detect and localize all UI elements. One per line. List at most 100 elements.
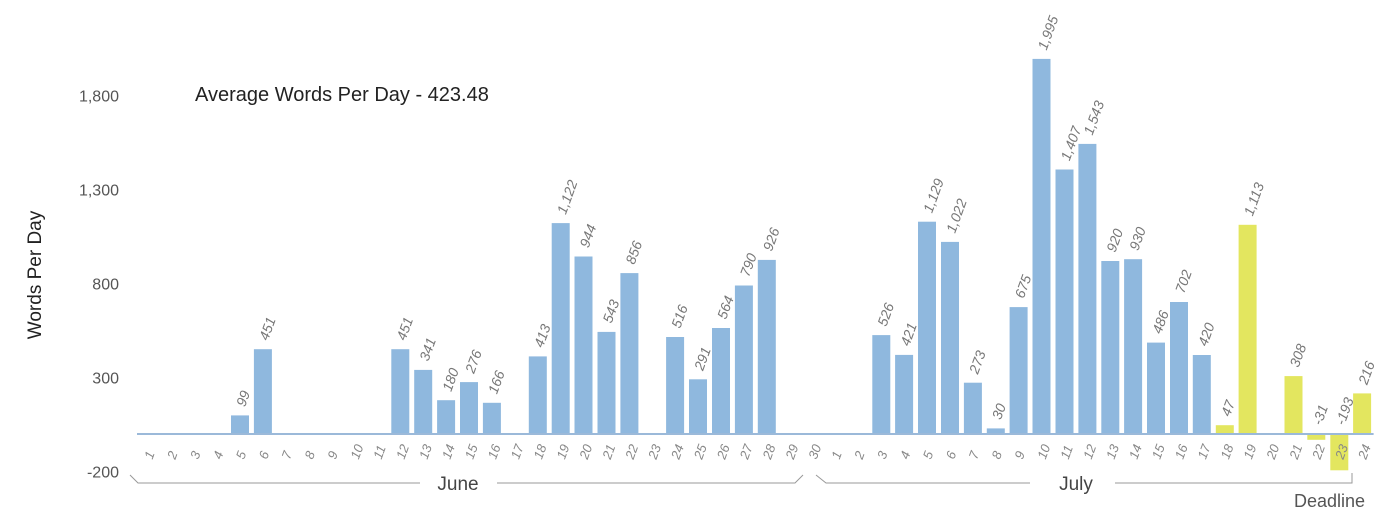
data-label: 920: [1103, 226, 1126, 254]
x-tick-label: 2: [851, 448, 868, 462]
x-tick-label: 30: [805, 442, 824, 461]
bar: [1170, 302, 1188, 434]
x-tick-label: 24: [667, 442, 686, 462]
x-tick-label: 3: [187, 448, 204, 461]
x-tick-label: 11: [1057, 443, 1076, 461]
x-tick-label: 4: [897, 449, 914, 461]
x-tick-label: 28: [759, 442, 779, 462]
data-label: 451: [256, 315, 279, 342]
x-tick-label: 13: [1103, 442, 1122, 461]
data-label: 702: [1172, 267, 1195, 295]
data-label: 451: [393, 315, 416, 342]
x-tick-label: 24: [1354, 442, 1373, 462]
bar: [666, 337, 685, 434]
data-label: 856: [622, 239, 645, 267]
data-label: 341: [416, 336, 439, 363]
data-label: 930: [1126, 225, 1149, 253]
x-tick-label: 3: [874, 448, 891, 461]
y-tick-label: 800: [92, 277, 119, 294]
x-tick-label: 10: [347, 442, 366, 461]
bar: [1078, 143, 1097, 434]
x-tick-label: 17: [1195, 442, 1214, 461]
x-tick-label: 13: [416, 442, 435, 461]
bar: [482, 402, 501, 434]
x-tick-label: 25: [690, 442, 710, 462]
data-label: 526: [874, 301, 897, 329]
x-tick-label: 12: [1080, 442, 1099, 461]
data-label: 516: [668, 302, 691, 330]
month-label-june: June: [437, 474, 478, 495]
x-tick-label: 15: [1149, 442, 1168, 461]
data-label: 216: [1355, 359, 1378, 388]
data-label: 420: [1195, 320, 1218, 348]
bar: [1330, 434, 1349, 471]
bar: [231, 415, 249, 434]
bar: [1307, 434, 1326, 440]
x-tick-label: 11: [370, 443, 389, 461]
x-tick-label: 29: [782, 442, 801, 462]
bar: [941, 241, 959, 434]
x-tick-label: 23: [1332, 442, 1352, 462]
bar: [689, 379, 707, 434]
deadline-label: Deadline: [1294, 491, 1365, 511]
data-label: 413: [531, 322, 554, 350]
july-bracket-left: [815, 474, 1030, 484]
bar: [437, 400, 456, 434]
bar: [1101, 261, 1120, 434]
data-label: 564: [714, 293, 737, 321]
bar: [597, 331, 616, 434]
data-label: 926: [760, 225, 783, 253]
y-axis-label: Words Per Day: [25, 210, 46, 339]
x-tick-label: 18: [531, 442, 550, 461]
x-tick-label: 6: [943, 448, 960, 461]
data-label: -31: [1309, 403, 1331, 427]
chart-title: Average Words Per Day - 423.48: [195, 84, 489, 106]
x-tick-label: 14: [439, 442, 458, 461]
data-label: 291: [690, 345, 713, 373]
x-tick-label: 8: [301, 448, 318, 461]
x-tick-label: 12: [393, 442, 412, 461]
data-label: 1,122: [553, 178, 580, 217]
x-tick-label: 14: [1126, 442, 1145, 461]
data-label: 790: [737, 251, 760, 279]
bar: [1215, 425, 1234, 434]
data-label: 1,022: [943, 196, 970, 235]
data-label: 276: [461, 348, 484, 377]
bar: [734, 285, 753, 434]
july-bracket-right: [1115, 473, 1353, 484]
bar: [551, 223, 570, 434]
data-label: 944: [576, 222, 599, 250]
bar: [253, 349, 272, 434]
data-label: 1,129: [920, 176, 947, 215]
data-label: 99: [233, 388, 253, 408]
bar: [712, 328, 730, 434]
x-tick-label: 19: [1240, 442, 1259, 461]
x-tick-label: 20: [1263, 442, 1283, 462]
bar: [1147, 342, 1165, 434]
data-label: 30: [989, 401, 1009, 421]
bar: [1032, 58, 1051, 435]
month-label-july: July: [1059, 474, 1093, 495]
x-tick-label: 7: [966, 448, 983, 461]
bar: [460, 382, 478, 434]
y-tick-label: -200: [87, 465, 119, 482]
bar: [757, 259, 776, 434]
data-label: 675: [1011, 273, 1034, 301]
x-tick-label: 17: [508, 442, 527, 461]
x-tick-label: 10: [1034, 442, 1053, 461]
data-label: 1,543: [1080, 98, 1107, 137]
x-tick-label: 18: [1218, 442, 1237, 461]
x-tick-label: 16: [1172, 442, 1191, 461]
x-tick-label: 16: [485, 442, 504, 461]
x-tick-label: 22: [622, 442, 642, 462]
data-label: 421: [897, 321, 920, 348]
x-tick-label: 19: [553, 442, 572, 461]
bar: [1192, 355, 1211, 434]
x-tick-label: 4: [210, 449, 227, 461]
data-label: 273: [965, 348, 988, 377]
x-tick-label: 5: [233, 448, 250, 461]
x-tick-label: 6: [256, 448, 273, 461]
bar: [918, 221, 936, 434]
data-label: 486: [1149, 308, 1172, 336]
x-tick-label: 9: [324, 449, 341, 461]
